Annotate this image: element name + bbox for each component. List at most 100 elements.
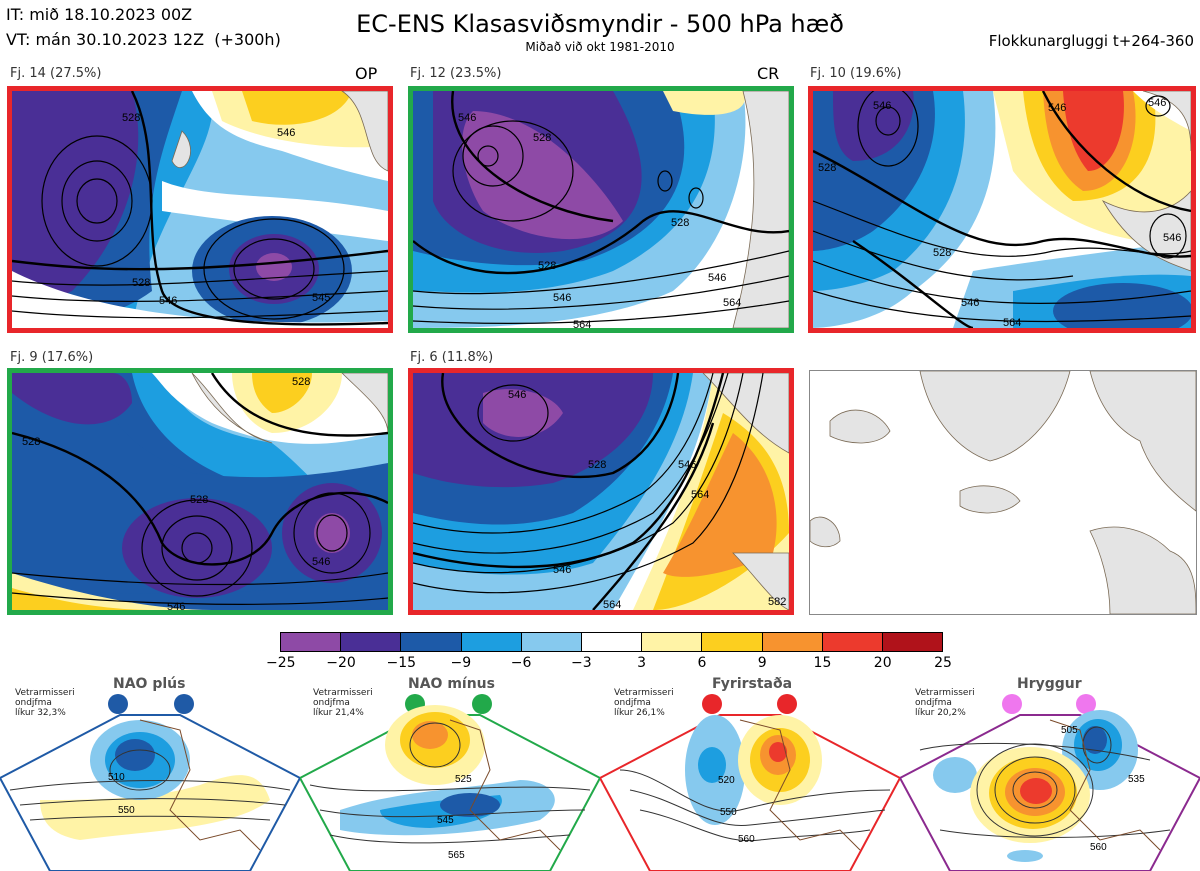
contour-label: 550 [720, 807, 737, 818]
color-scale-segment [642, 633, 703, 651]
reference-map [809, 370, 1197, 615]
panel-label: Fj. 12 (23.5%) [410, 66, 502, 81]
contour-label: 546 [553, 292, 571, 304]
contour-label: 528 [933, 247, 951, 259]
regime-desc: Vetrarmisseri ondjfma líkur 20,2% [915, 688, 975, 718]
color-scale-tick: 9 [757, 655, 767, 671]
regime-probability: líkur 21,4% [313, 708, 364, 718]
contour-label: 525 [455, 774, 472, 785]
regime-months: ondjfma [313, 698, 350, 708]
regime-dot [108, 694, 128, 714]
regime-dot [472, 694, 492, 714]
color-scale-tick: 25 [934, 655, 952, 671]
contour-label: 545 [312, 292, 330, 304]
contour-label: 546 [961, 297, 979, 309]
cluster-map-fj14: 528 546 528 546 545 [7, 86, 393, 333]
contour-label: 546 [312, 556, 330, 568]
contour-label: 546 [159, 295, 177, 307]
regime-map-blocking: 520 550 560 [600, 714, 900, 871]
regime-name-nao-plus: NAO plús [113, 676, 186, 692]
regime-season: Vetrarmisseri [614, 688, 674, 698]
contour-label: 528 [671, 217, 689, 229]
panel-tag-op: OP [355, 64, 378, 83]
regime-season: Vetrarmisseri [15, 688, 75, 698]
color-scale-tick: −25 [266, 655, 296, 671]
contour-label: 546 [708, 272, 726, 284]
contour-label: 546 [678, 459, 696, 471]
contour-label: 564 [691, 489, 709, 501]
contour-label: 528 [122, 112, 140, 124]
color-scale-segment [461, 633, 522, 651]
color-scale [280, 632, 943, 652]
contour-label: 546 [873, 100, 891, 112]
color-scale-segment [702, 633, 763, 651]
contour-label: 546 [508, 389, 526, 401]
contour-label: 528 [292, 376, 310, 388]
regime-probability: líkur 20,2% [915, 708, 966, 718]
color-scale-segment [822, 633, 883, 651]
contour-label: 546 [167, 601, 185, 610]
contour-label: 528 [818, 162, 836, 174]
regime-dot [702, 694, 722, 714]
panel-label: Fj. 9 (17.6%) [10, 350, 94, 365]
valid-time: VT: mán 30.10.2023 12Z (+300h) [6, 30, 281, 49]
contour-label: 564 [267, 609, 285, 610]
color-scale-tick: −6 [510, 655, 532, 671]
regime-desc: Vetrarmisseri ondjfma líkur 32,3% [15, 688, 75, 718]
page-title: EC-ENS Klasasviðsmyndir - 500 hPa hæð [356, 10, 844, 38]
regime-probability: líkur 26,1% [614, 708, 665, 718]
color-scale-segment [882, 633, 943, 651]
color-scale-segment [401, 633, 462, 651]
regime-desc: Vetrarmisseri ondjfma líkur 21,4% [313, 688, 373, 718]
contour-label: 582 [768, 596, 786, 608]
regime-name-blocking: Fyrirstaða [712, 676, 793, 692]
initial-time: IT: mið 18.10.2023 00Z [6, 5, 193, 24]
color-scale-tick: 6 [697, 655, 707, 671]
cluster-map-fj9: 528 528 528 546 546 564 [7, 368, 393, 615]
regime-months: ondjfma [15, 698, 52, 708]
contour-label: 528 [190, 494, 208, 506]
regime-dot [1076, 694, 1096, 714]
regime-season: Vetrarmisseri [915, 688, 975, 698]
cluster-map-fj12: 546 528 528 528 546 546 564 564 [408, 86, 794, 333]
regime-name-ridge: Hryggur [1017, 676, 1082, 692]
page-subtitle: Miðað við okt 1981-2010 [525, 40, 675, 54]
color-scale-segment [521, 633, 582, 651]
panel-label: Fj. 6 (11.8%) [410, 350, 494, 365]
color-scale-tick: −9 [450, 655, 472, 671]
regime-dot [1002, 694, 1022, 714]
contour-label: 560 [738, 834, 755, 845]
color-scale-segment [762, 633, 823, 651]
regime-name-nao-minus: NAO mínus [408, 676, 495, 692]
color-scale-tick: 15 [813, 655, 832, 671]
contour-label: 546 [1148, 97, 1166, 109]
panel-label: Fj. 10 (19.6%) [810, 66, 902, 81]
regime-months: ondjfma [915, 698, 952, 708]
color-scale-segment [341, 633, 402, 651]
contour-label: 546 [458, 112, 476, 124]
contour-label: 528 [538, 260, 556, 272]
regime-months: ondjfma [614, 698, 651, 708]
contour-label: 535 [1128, 774, 1145, 785]
contour-label: 560 [1090, 842, 1107, 853]
contour-label: 528 [132, 277, 150, 289]
contour-label: 528 [533, 132, 551, 144]
contour-label: 550 [118, 805, 135, 816]
color-scale-segment [581, 633, 643, 651]
color-scale-tick: −15 [386, 655, 417, 671]
contour-label: 565 [448, 850, 465, 861]
contour-label: 546 [553, 564, 571, 576]
contour-label: 546 [1048, 102, 1066, 114]
contour-label: 545 [437, 815, 454, 826]
panel-label: Fj. 14 (27.5%) [10, 66, 102, 81]
contour-label: 564 [603, 599, 621, 610]
regime-map-ridge: 505 535 560 [900, 710, 1200, 871]
color-scale-tick: −3 [571, 655, 592, 671]
regime-season: Vetrarmisseri [313, 688, 373, 698]
color-scale-tick: −20 [326, 655, 356, 671]
regime-map-nao-minus: 525 545 565 [300, 705, 600, 871]
cluster-map-fj6: 546 528 546 564 546 564 582 [408, 368, 794, 615]
contour-label: 510 [108, 772, 125, 783]
contour-label: 546 [1163, 232, 1181, 244]
regime-dot [174, 694, 194, 714]
